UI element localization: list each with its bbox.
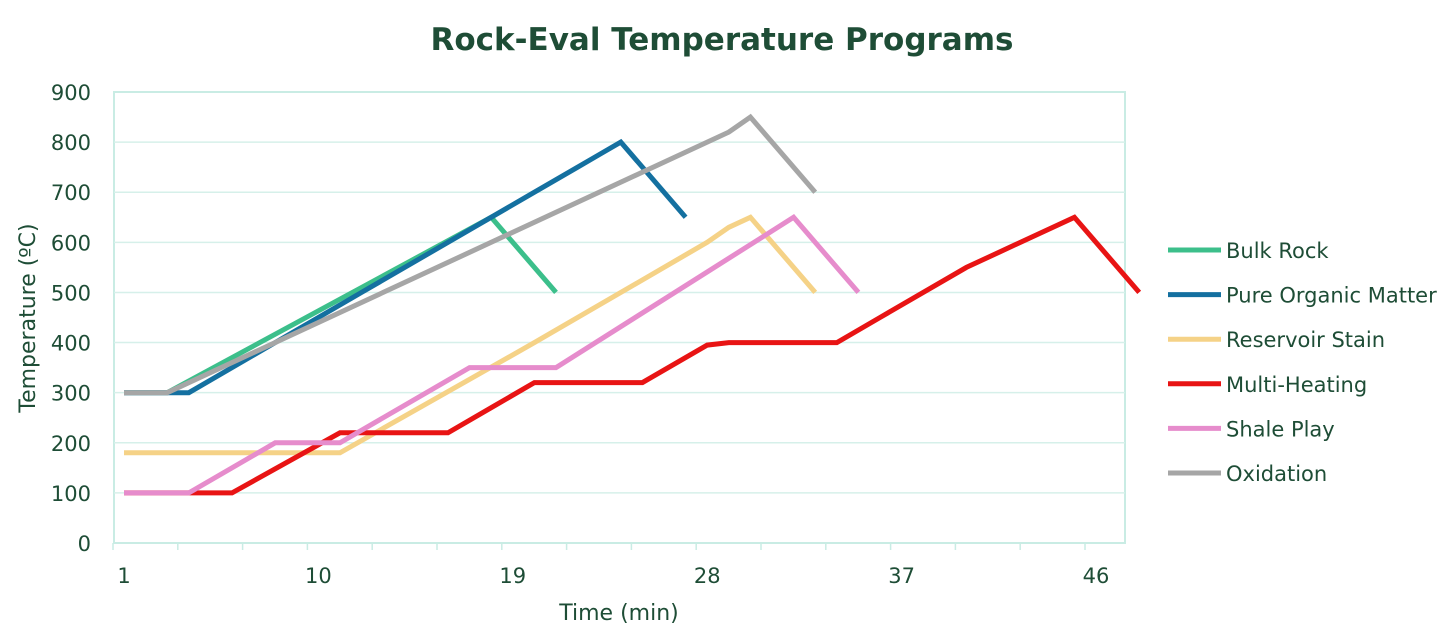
y-tick-label: 600 [51, 231, 91, 255]
x-tick-label: 10 [305, 564, 332, 588]
series-line-oxidation [124, 113, 818, 396]
y-tick-label: 400 [51, 332, 91, 356]
axes: 0 100 200 300 400 500 600 700 800 900 1 10 19 28 37 46 [51, 81, 1109, 588]
x-tick-label: 19 [499, 564, 526, 588]
plot-area [113, 91, 1126, 544]
legend-label-bulk-rock: Bulk Rock [1226, 239, 1329, 263]
x-tick-label: 37 [888, 564, 915, 588]
legend-label-oxidation: Oxidation [1226, 462, 1327, 486]
legend-label-pure-organic-matter: Pure Organic Matter [1226, 284, 1437, 308]
gridlines [114, 141, 1125, 494]
y-tick-label: 200 [51, 432, 91, 456]
legend-label-reservoir-stain: Reservoir Stain [1226, 328, 1385, 352]
y-tick-label: 900 [51, 81, 91, 105]
y-tick-label: 800 [51, 131, 91, 155]
y-tick-label: 300 [51, 382, 91, 406]
y-axis-title: Temperature (ºC) [16, 223, 41, 413]
series-line-multi-heating [124, 214, 1142, 496]
y-tick-label: 700 [51, 181, 91, 205]
legend-label-shale-play: Shale Play [1226, 417, 1335, 441]
legend-label-multi-heating: Multi-Heating [1226, 373, 1367, 397]
x-tick-label: 28 [694, 564, 721, 588]
series-line-shale-play [124, 214, 861, 496]
legend: Bulk Rock Pure Organic Matter Reservoir St… [1168, 239, 1437, 486]
chart-title: Rock-Eval Temperature Programs [431, 22, 1014, 58]
x-tick-label: 1 [117, 564, 130, 588]
series-lines [124, 113, 1142, 496]
x-axis-title: Time (min) [558, 601, 679, 626]
series-line-pure-organic-matter [124, 138, 688, 396]
x-tick-label: 46 [1083, 564, 1110, 588]
y-tick-label: 0 [78, 532, 91, 556]
y-tick-label: 500 [51, 281, 91, 305]
y-tick-label: 100 [51, 482, 91, 506]
series-line-reservoir-stain [124, 214, 818, 456]
